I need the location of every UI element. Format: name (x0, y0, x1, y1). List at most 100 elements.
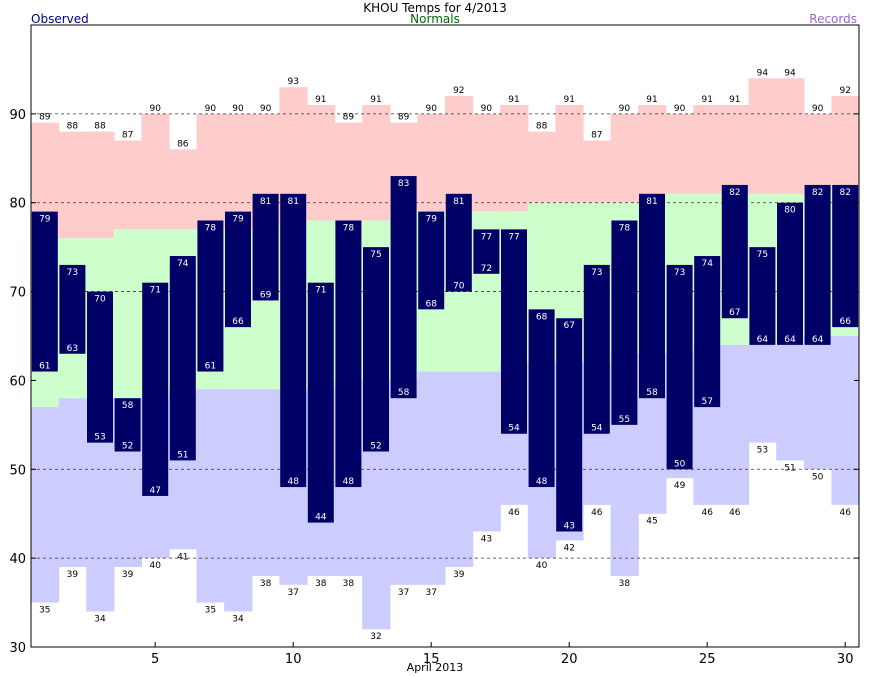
observed-bar (142, 282, 169, 496)
record-high-label: 88 (536, 122, 548, 132)
record-low-label: 46 (701, 508, 713, 518)
record-low-label: 53 (757, 446, 768, 456)
observed-low-label: 50 (674, 459, 686, 469)
observed-bar (114, 398, 141, 452)
observed-bar (777, 202, 803, 345)
record-high-label: 91 (646, 95, 657, 105)
record-high-band (721, 104, 750, 194)
observed-bar (473, 229, 500, 274)
record-high-band (224, 113, 253, 230)
observed-low-label: 55 (619, 415, 630, 425)
record-high-label: 86 (177, 139, 189, 149)
observed-low-label: 43 (563, 521, 574, 531)
observed-bar (721, 184, 748, 319)
record-high-label: 87 (122, 131, 133, 141)
observed-high-label: 77 (508, 232, 519, 242)
record-low-label: 38 (619, 579, 631, 589)
record-low-band (251, 389, 280, 576)
record-low-band (831, 336, 860, 505)
observed-high-label: 79 (39, 215, 51, 225)
observed-low-label: 52 (370, 442, 381, 452)
observed-high-label: 78 (343, 223, 355, 233)
observed-low-label: 48 (343, 477, 355, 487)
observed-high-label: 78 (619, 223, 631, 233)
record-low-label: 49 (674, 481, 686, 491)
record-high-band (831, 96, 860, 185)
record-high-band (555, 104, 584, 203)
record-high-label: 90 (812, 104, 824, 114)
record-high-band (472, 113, 501, 212)
observed-low-label: 66 (232, 317, 244, 327)
observed-low-label: 68 (425, 299, 437, 309)
observed-bar (390, 176, 417, 399)
record-low-band (417, 371, 446, 585)
record-low-label: 38 (315, 579, 327, 589)
x-tick-label: 15 (423, 652, 440, 667)
record-low-label: 37 (425, 588, 436, 598)
x-tick-label: 25 (699, 652, 716, 667)
observed-high-label: 80 (784, 206, 796, 216)
record-high-band (362, 104, 391, 221)
observed-low-label: 63 (67, 344, 78, 354)
record-low-label: 37 (398, 588, 409, 598)
observed-low-label: 61 (205, 362, 216, 372)
record-low-label: 39 (67, 570, 79, 580)
record-high-band (776, 78, 805, 194)
observed-bar (363, 247, 389, 452)
record-high-band (334, 122, 363, 221)
record-high-band (500, 104, 529, 212)
observed-bar (418, 211, 445, 310)
observed-bar (501, 229, 527, 434)
record-high-band (583, 140, 612, 203)
record-high-label: 92 (839, 86, 850, 96)
observed-bar (197, 220, 224, 372)
observed-bar (280, 193, 307, 488)
y-tick-label: 80 (9, 197, 26, 212)
record-low-label: 46 (839, 508, 851, 518)
record-high-label: 91 (729, 95, 740, 105)
record-low-label: 32 (370, 632, 381, 642)
record-high-band (86, 131, 115, 239)
record-high-band (693, 104, 722, 194)
observed-bar (749, 247, 776, 345)
record-low-label: 37 (287, 588, 298, 598)
observed-high-label: 81 (453, 197, 464, 207)
record-high-label: 88 (67, 122, 79, 132)
y-tick-label: 40 (9, 552, 26, 567)
observed-high-label: 82 (839, 188, 850, 198)
observed-bar (445, 193, 472, 292)
record-low-label: 39 (453, 570, 465, 580)
observed-high-label: 81 (646, 197, 657, 207)
record-high-label: 90 (674, 104, 686, 114)
record-low-label: 40 (536, 561, 548, 571)
observed-bar (639, 193, 665, 399)
record-high-label: 89 (39, 113, 51, 123)
y-tick-label: 90 (9, 108, 26, 123)
y-tick-label: 50 (9, 463, 26, 478)
record-high-band (803, 113, 832, 194)
observed-high-label: 75 (370, 250, 381, 260)
observed-low-label: 54 (508, 424, 520, 434)
record-low-band (472, 371, 501, 532)
record-low-label: 34 (94, 614, 106, 624)
observed-low-label: 47 (149, 486, 160, 496)
legend-observed: Observed (31, 12, 89, 26)
observed-high-label: 75 (757, 250, 768, 260)
record-high-band (610, 113, 639, 203)
observed-bar (528, 309, 555, 488)
observed-bar (225, 211, 251, 328)
plot-frame (30, 24, 860, 648)
observed-low-label: 64 (784, 335, 796, 345)
record-high-label: 90 (619, 104, 631, 114)
record-high-label: 91 (508, 95, 519, 105)
observed-low-label: 61 (39, 362, 50, 372)
observed-high-label: 70 (94, 295, 106, 305)
observed-high-label: 79 (232, 215, 244, 225)
record-low-band (58, 398, 87, 568)
observed-low-label: 66 (839, 317, 851, 327)
observed-bar (169, 256, 196, 461)
x-tick-label: 20 (561, 652, 578, 667)
observed-high-label: 58 (122, 401, 134, 411)
record-low-label: 40 (149, 561, 161, 571)
record-high-label: 90 (260, 104, 272, 114)
